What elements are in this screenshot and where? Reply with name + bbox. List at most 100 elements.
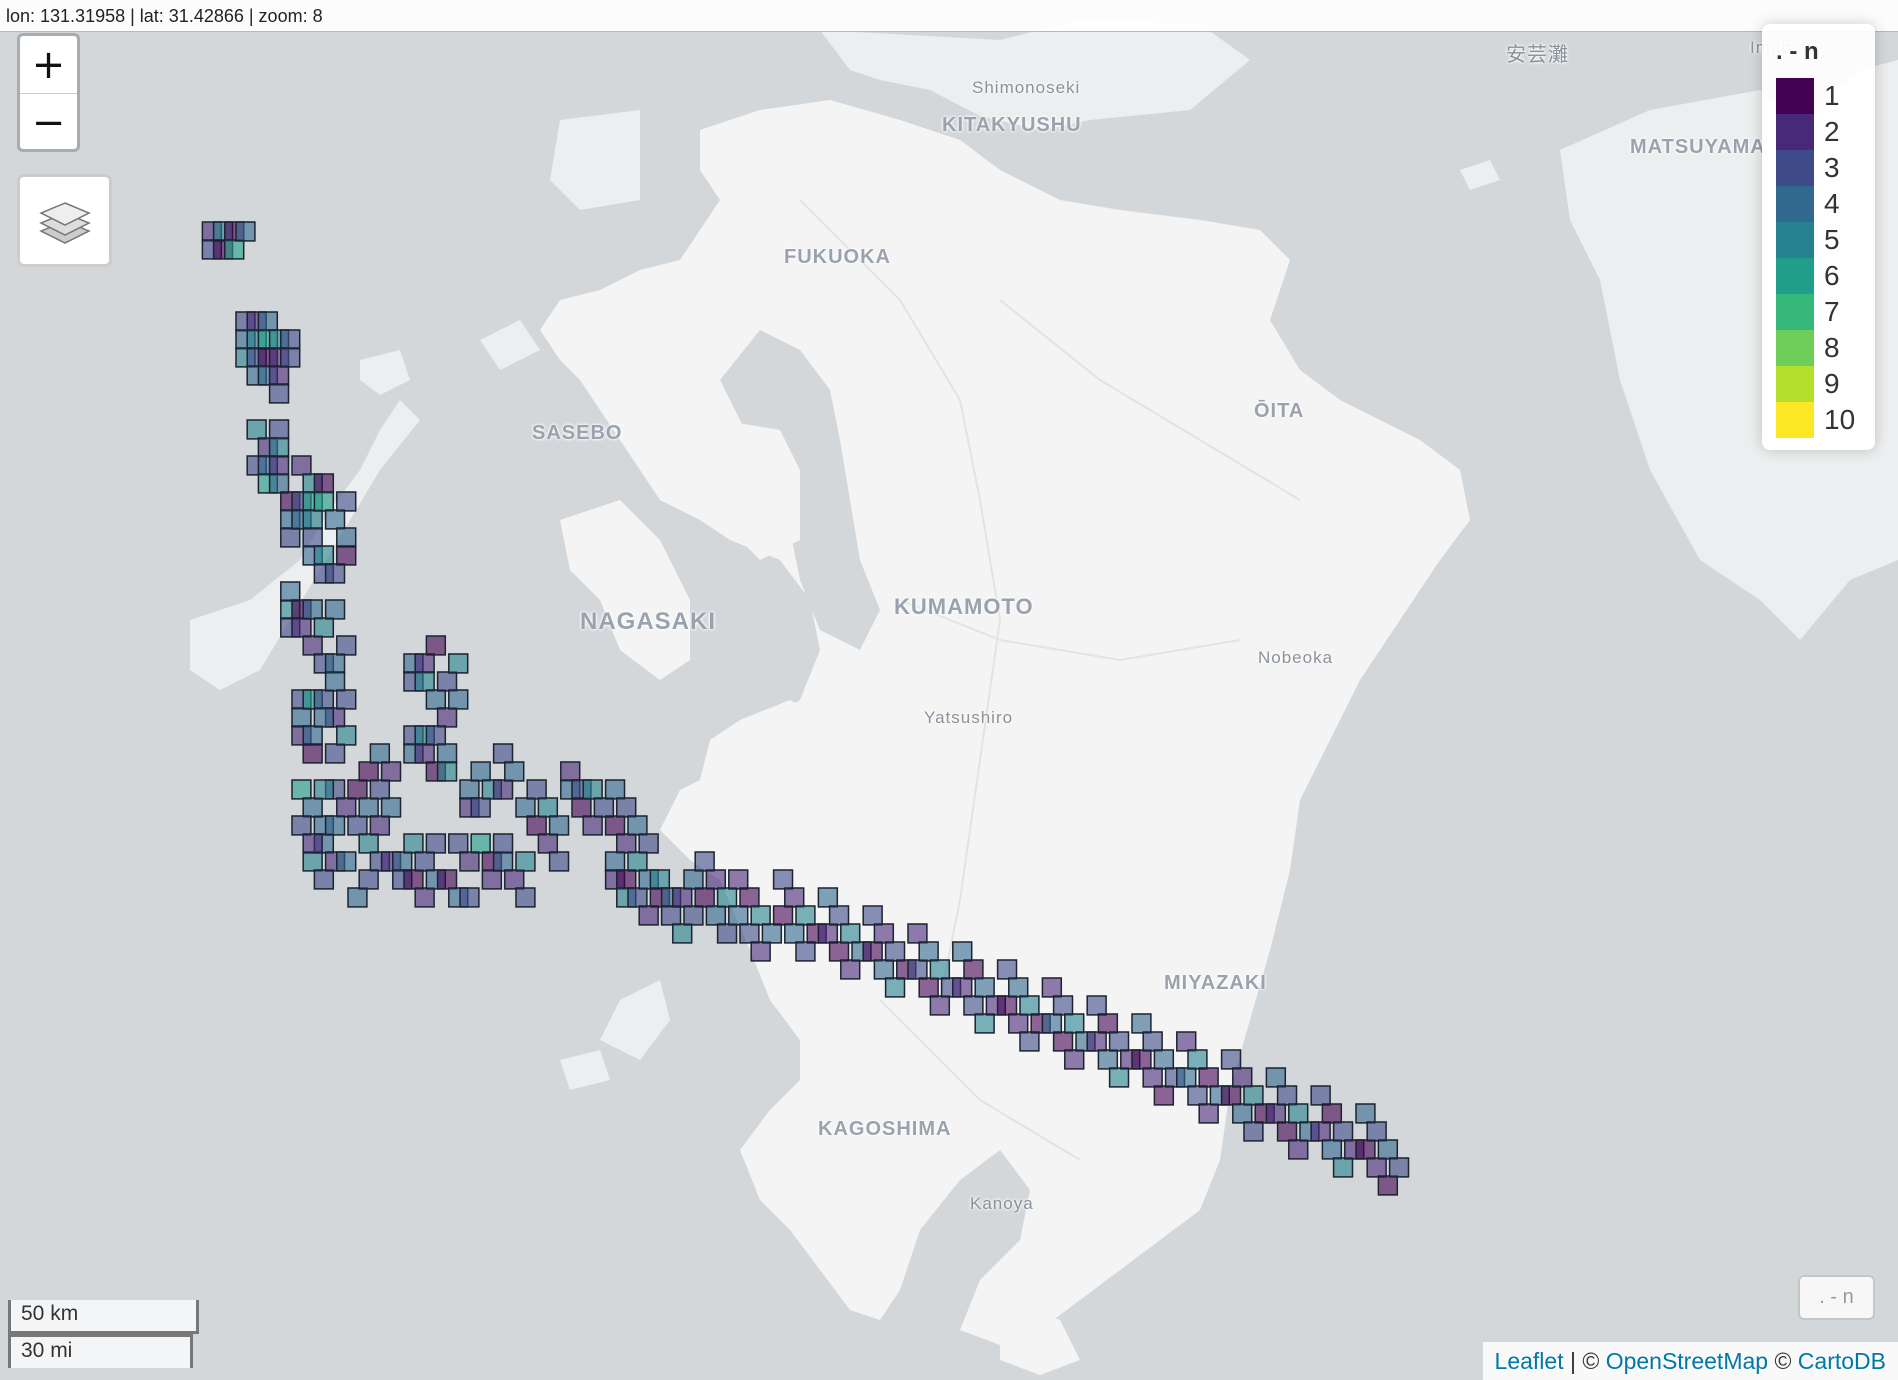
grid-cell[interactable] (358, 761, 379, 782)
zoom-in-button[interactable]: + (31, 41, 66, 88)
grid-cell[interactable] (1198, 1067, 1219, 1088)
grid-cell[interactable] (1220, 1049, 1242, 1070)
grid-cell[interactable] (403, 869, 424, 890)
grid-cell[interactable] (795, 941, 816, 962)
grid-cell[interactable] (302, 527, 323, 548)
grid-cell[interactable] (459, 779, 480, 800)
grid-cell[interactable] (414, 851, 435, 872)
grid-cell[interactable] (313, 689, 335, 710)
grid-cell[interactable] (280, 347, 301, 368)
grid-cell[interactable] (492, 851, 514, 872)
grid-cell[interactable] (358, 797, 379, 818)
grid-cell[interactable] (268, 365, 290, 386)
grid-cell[interactable] (268, 437, 290, 458)
grid-cell[interactable] (974, 977, 995, 998)
grid-cell[interactable] (302, 635, 323, 656)
grid-cell[interactable] (268, 473, 290, 494)
grid-cell[interactable] (324, 743, 346, 764)
grid-cell[interactable] (448, 833, 469, 854)
grid-cell[interactable] (425, 689, 447, 710)
grid-cell[interactable] (1176, 1067, 1197, 1088)
grid-cell[interactable] (492, 779, 514, 800)
grid-cell[interactable] (291, 815, 312, 836)
grid-cell[interactable] (1366, 1157, 1387, 1178)
grid-cell[interactable] (336, 689, 357, 710)
grid-cell[interactable] (358, 869, 379, 890)
grid-cell[interactable] (280, 329, 301, 350)
grid-cell[interactable] (1288, 1103, 1309, 1124)
grid-cell[interactable] (302, 599, 323, 620)
grid-cell[interactable] (1052, 1031, 1074, 1052)
grid-cell[interactable] (873, 959, 895, 980)
grid-cell[interactable] (817, 923, 839, 944)
grid-cell[interactable] (302, 743, 323, 764)
grid-cell[interactable] (795, 905, 816, 926)
grid-cell[interactable] (840, 923, 861, 944)
layer-toggle-button[interactable]: . - n (1798, 1275, 1875, 1320)
grid-cell[interactable] (739, 923, 760, 944)
cartodb-link[interactable]: CartoDB (1797, 1348, 1886, 1374)
grid-cell[interactable] (548, 815, 570, 836)
grid-cell[interactable] (907, 923, 928, 944)
grid-cell[interactable] (515, 887, 536, 908)
grid-cell[interactable] (694, 887, 715, 908)
grid-cell[interactable] (694, 851, 715, 872)
grid-cell[interactable] (996, 995, 1018, 1016)
grid-cell[interactable] (1332, 1121, 1354, 1142)
grid-cell[interactable] (1243, 1121, 1264, 1142)
grid-cell[interactable] (1187, 1049, 1208, 1070)
grid-cell[interactable] (884, 941, 906, 962)
grid-cell[interactable] (302, 509, 323, 530)
grid-cell[interactable] (1131, 1013, 1152, 1034)
grid-cell[interactable] (571, 797, 592, 818)
grid-cell[interactable] (918, 941, 939, 962)
grid-cell[interactable] (324, 671, 346, 692)
grid-cell[interactable] (672, 923, 693, 944)
grid-cell[interactable] (515, 851, 536, 872)
grid-cell[interactable] (929, 959, 951, 980)
grid-cell[interactable] (638, 905, 659, 926)
grid-cell[interactable] (873, 923, 895, 944)
grid-cell[interactable] (537, 833, 559, 854)
grid-cell[interactable] (627, 851, 648, 872)
grid-cell[interactable] (1108, 1067, 1130, 1088)
grid-cell[interactable] (291, 617, 312, 638)
grid-cell[interactable] (459, 887, 480, 908)
grid-cell[interactable] (1321, 1103, 1343, 1124)
grid-cell[interactable] (638, 833, 659, 854)
grid-cell[interactable] (1198, 1103, 1219, 1124)
grid-cell[interactable] (1310, 1121, 1331, 1142)
grid-cell[interactable] (313, 779, 335, 800)
grid-cell[interactable] (257, 311, 279, 332)
grid-cell[interactable] (291, 707, 312, 728)
grid-cell[interactable] (470, 761, 491, 782)
grid-cell[interactable] (1064, 1013, 1085, 1034)
grid-cell[interactable] (582, 815, 603, 836)
grid-cell[interactable] (313, 545, 335, 566)
layers-control-button[interactable] (17, 174, 112, 267)
grid-cell[interactable] (1097, 1013, 1119, 1034)
grid-cell[interactable] (1332, 1157, 1354, 1178)
grid-cell[interactable] (683, 905, 704, 926)
grid-cell[interactable] (996, 959, 1018, 980)
grid-cell[interactable] (1097, 1049, 1119, 1070)
grid-cell[interactable] (716, 887, 738, 908)
grid-cell[interactable] (1153, 1049, 1175, 1070)
grid-cell[interactable] (291, 779, 312, 800)
grid-cell[interactable] (448, 653, 469, 674)
grid-cell[interactable] (1265, 1103, 1287, 1124)
grid-cell[interactable] (347, 887, 368, 908)
grid-cell[interactable] (1388, 1157, 1410, 1178)
grid-cell[interactable] (828, 941, 850, 962)
grid-cell[interactable] (504, 869, 525, 890)
grid-cell[interactable] (761, 923, 783, 944)
grid-cell[interactable] (1187, 1085, 1208, 1106)
grid-cell[interactable] (302, 851, 323, 872)
grid-cell[interactable] (1355, 1139, 1376, 1160)
grid-cell[interactable] (784, 923, 805, 944)
grid-cell[interactable] (772, 905, 794, 926)
grid-cell[interactable] (739, 887, 760, 908)
grid-cell[interactable] (1108, 1031, 1130, 1052)
grid-cell[interactable] (1232, 1067, 1253, 1088)
grid-cell[interactable] (1377, 1175, 1399, 1196)
